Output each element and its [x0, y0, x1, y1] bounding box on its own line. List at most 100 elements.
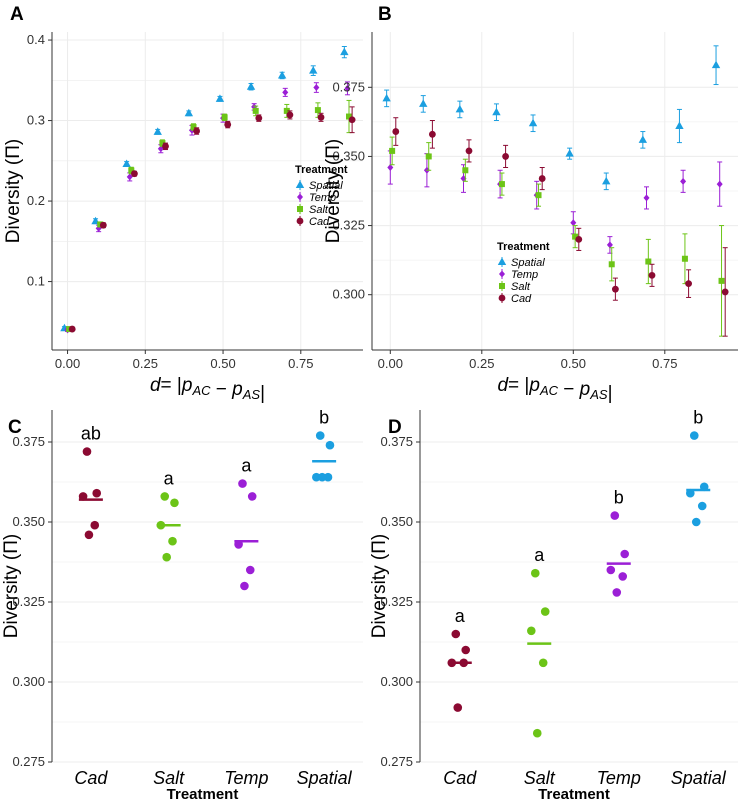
data-point — [238, 479, 247, 488]
data-point — [190, 123, 197, 130]
data-point — [681, 255, 688, 262]
data-point — [572, 233, 579, 240]
panel-letter: B — [378, 4, 392, 25]
data-point — [718, 277, 725, 284]
data-point — [645, 258, 652, 265]
category-label: Cad — [443, 768, 477, 788]
y-tick-label: 0.300 — [12, 674, 45, 689]
data-point — [99, 221, 107, 229]
x-tick-label: 0.50 — [210, 356, 235, 371]
y-axis-title: Diversity (Π) — [1, 534, 22, 639]
x-axis-title: d= |pAC − pAS| — [497, 375, 612, 404]
group-cad: a Cad — [443, 606, 477, 788]
group-spatial: b Spatial — [297, 408, 353, 788]
data-point — [193, 127, 201, 135]
category-label: Spatial — [671, 768, 727, 788]
data-point — [528, 118, 538, 127]
data-point — [314, 107, 321, 114]
category-label: Temp — [597, 768, 641, 788]
legend-label: Cad — [309, 216, 330, 228]
group-cad: ab Cad — [74, 424, 108, 788]
data-point — [340, 47, 349, 56]
x-tick-label: 0.50 — [561, 356, 586, 371]
data-point — [540, 607, 550, 616]
legend-key-spatial — [295, 180, 305, 188]
series-salt — [389, 136, 725, 337]
data-point — [389, 147, 396, 154]
significance-letter: a — [164, 468, 175, 488]
y-axis-title: Diversity (Π) — [3, 139, 24, 244]
series-cad — [68, 106, 356, 333]
data-point — [153, 127, 162, 135]
group-salt: a Salt — [524, 545, 556, 788]
y-tick-label: 0.375 — [12, 434, 45, 449]
data-point — [610, 511, 620, 520]
x-axis-title: Treatment — [538, 786, 610, 800]
data-point — [675, 121, 684, 130]
data-point — [283, 107, 290, 114]
legend-title: Treatment — [295, 164, 348, 176]
data-point — [643, 194, 650, 202]
y-axis-title: Diversity (Π) — [323, 139, 344, 244]
panel-a: A 0.1 0.2 0.3 0.4 0.00 0.25 0.50 0.75 d= |pAC − p… — [3, 4, 363, 404]
data-point — [648, 271, 656, 279]
data-point — [245, 565, 255, 575]
data-point — [538, 175, 546, 182]
x-tick-label: 0.75 — [652, 356, 677, 371]
data-point — [170, 498, 179, 508]
data-point — [492, 107, 501, 116]
data-point — [711, 60, 721, 69]
data-point — [346, 113, 353, 120]
data-point — [126, 173, 133, 181]
panel-letter: A — [10, 4, 24, 25]
data-point — [348, 116, 356, 124]
y-tick-label: 0.350 — [380, 514, 413, 529]
significance-letter: b — [693, 408, 703, 428]
panel-d: D 0.275 0.300 0.325 0.350 0.375 Diversity (Π) a… — [369, 408, 738, 800]
data-point — [618, 572, 628, 581]
y-tick-label: 0.3 — [27, 113, 45, 128]
category-label: Salt — [153, 768, 185, 788]
legend-key-spatial — [497, 257, 507, 265]
data-point — [620, 549, 630, 559]
y-tick-label: 0.350 — [12, 514, 45, 529]
data-point — [602, 176, 611, 185]
data-point — [344, 84, 351, 92]
data-point — [184, 108, 194, 117]
data-point — [215, 94, 225, 102]
data-point — [691, 517, 701, 527]
significance-letter: a — [241, 456, 252, 476]
category-label: Temp — [224, 768, 268, 788]
data-point — [246, 82, 256, 90]
data-point — [252, 107, 259, 114]
data-point — [317, 472, 327, 482]
panel-letter: D — [388, 417, 402, 438]
significance-letter: a — [455, 606, 466, 626]
panel-b: B 0.300 0.325 0.350 0.375 0.00 0.25 0.50 0.75 d= … — [323, 4, 738, 404]
data-point — [606, 241, 613, 249]
y-tick-label: 0.275 — [380, 754, 413, 769]
data-point — [68, 325, 76, 333]
data-point — [159, 140, 166, 147]
significance-letter: ab — [81, 424, 101, 444]
data-point — [315, 431, 325, 440]
series-temp — [387, 150, 723, 254]
data-point — [716, 180, 723, 188]
data-point — [160, 492, 170, 501]
data-point — [530, 568, 540, 578]
data-point — [680, 177, 687, 185]
data-point — [608, 261, 615, 268]
legend-key-salt — [499, 283, 505, 289]
data-point — [611, 285, 619, 293]
data-point — [685, 280, 692, 288]
panel-letter: C — [8, 417, 22, 438]
x-axis-title: d= |pAC − pAS| — [150, 375, 265, 404]
data-point — [689, 431, 699, 440]
data-point — [240, 581, 249, 591]
data-point — [313, 84, 320, 92]
data-point — [527, 626, 536, 636]
data-point — [286, 111, 294, 119]
y-tick-label: 0.4 — [27, 32, 45, 47]
